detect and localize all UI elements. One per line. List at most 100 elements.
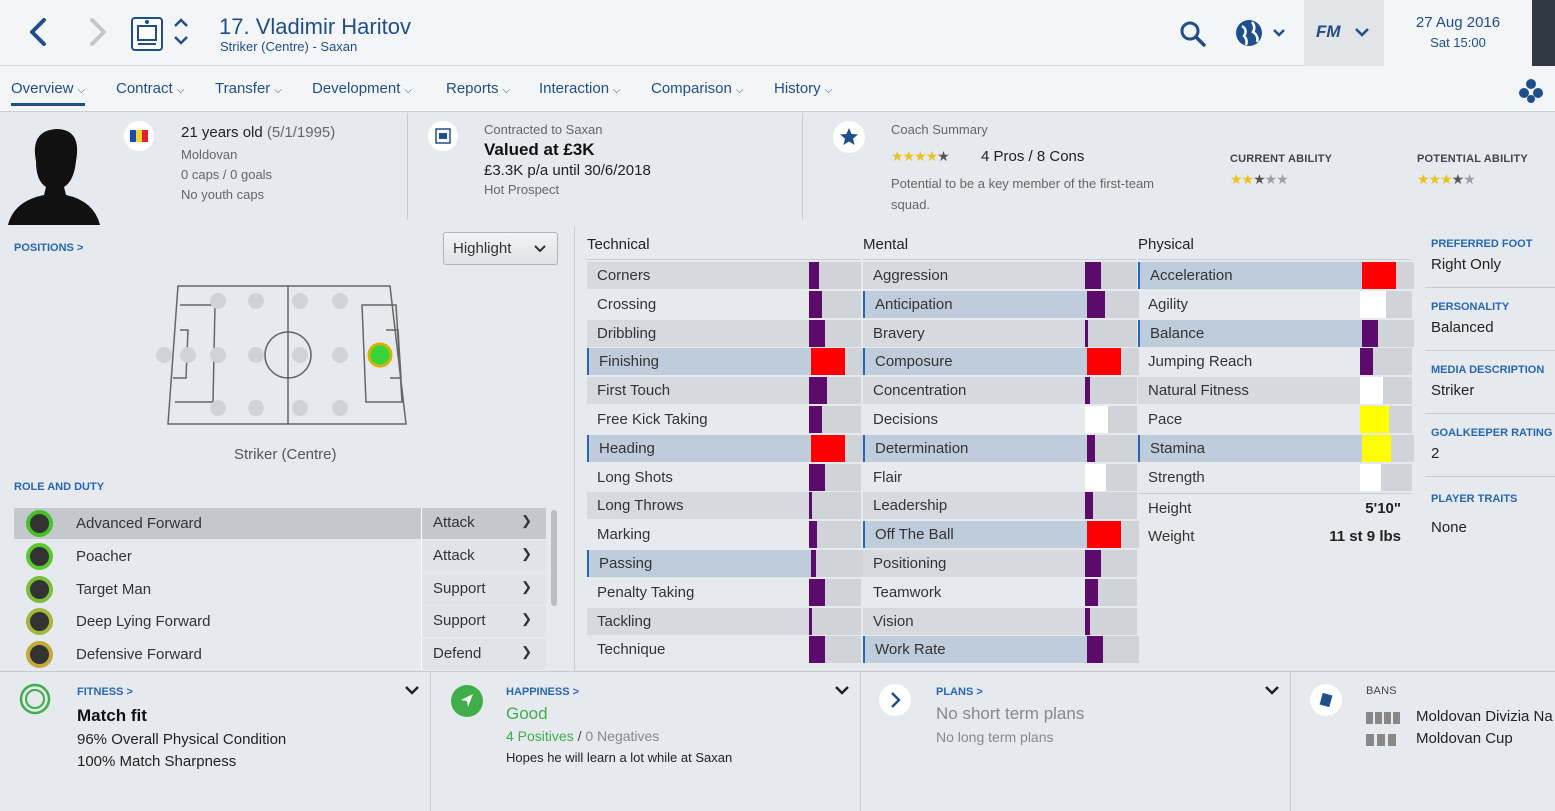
attribute-row[interactable]: Passing — [587, 550, 863, 577]
attribute-row[interactable]: Composure — [863, 348, 1139, 376]
game-date[interactable]: 27 Aug 2016 Sat 15:00 — [1384, 0, 1532, 66]
attribute-row[interactable]: First Touch — [587, 377, 861, 405]
roles-scrollbar[interactable] — [551, 510, 557, 606]
attribute-name: Long Throws — [597, 497, 684, 515]
duty-dropdown[interactable]: Attack ❯ — [421, 541, 546, 572]
tab-overview[interactable]: Overview ⌵ — [11, 80, 86, 106]
potential-ability-stars: ★★★★★ — [1417, 171, 1476, 187]
back-icon[interactable] — [18, 12, 58, 52]
attribute-bar — [809, 290, 861, 318]
attribute-row[interactable]: Long Shots — [587, 463, 861, 491]
ban-competition-2: Moldovan Cup — [1416, 730, 1513, 747]
tab-interaction[interactable]: Interaction ⌵ — [539, 80, 621, 97]
attribute-bar — [1360, 290, 1412, 318]
tab-history[interactable]: History ⌵ — [774, 80, 833, 97]
tab-comparison[interactable]: Comparison ⌵ — [651, 80, 744, 97]
attribute-row[interactable]: Long Throws — [587, 492, 861, 520]
attribute-bar — [809, 406, 861, 433]
attribute-name: Work Rate — [875, 641, 946, 659]
attribute-name: Stamina — [1150, 439, 1206, 457]
tab-contract[interactable]: Contract ⌵ — [116, 80, 185, 97]
attribute-row[interactable]: Pace — [1138, 406, 1412, 433]
world-menu-button[interactable] — [1234, 18, 1294, 50]
attribute-row[interactable]: Technique — [587, 636, 861, 664]
attribute-row[interactable]: Leadership — [863, 492, 1137, 520]
forward-icon[interactable] — [78, 12, 118, 52]
attribute-row[interactable]: Stamina — [1138, 434, 1414, 462]
plans-arrow-icon[interactable] — [879, 684, 911, 716]
fm-logo: FM — [1316, 22, 1341, 41]
fm-menu-button[interactable]: FM — [1304, 0, 1384, 66]
highlight-dropdown[interactable]: Highlight — [443, 232, 558, 265]
role-row[interactable]: Deep Lying Forward Support ❯ — [14, 606, 546, 637]
duty-dropdown[interactable]: Support ❯ — [421, 606, 546, 637]
attribute-row[interactable]: Positioning — [863, 550, 1137, 577]
player-switch-icon[interactable] — [172, 17, 190, 47]
attribute-row[interactable]: Marking — [587, 521, 861, 549]
attribute-row[interactable]: Vision — [863, 607, 1137, 635]
happiness-link[interactable]: HAPPINESS > — [506, 686, 580, 698]
tab-transfer[interactable]: Transfer ⌵ — [215, 80, 282, 97]
attribute-name: Finishing — [599, 353, 660, 371]
attribute-name: Jumping Reach — [1148, 353, 1253, 371]
tab-reports[interactable]: Reports ⌵ — [446, 80, 511, 97]
attribute-row[interactable]: Flair — [863, 463, 1137, 491]
fitness-link[interactable]: FITNESS > — [77, 686, 133, 698]
attribute-row[interactable]: Determination — [863, 434, 1139, 462]
positives-count[interactable]: 4 Positives — [506, 728, 574, 744]
pros-cons[interactable]: 4 Pros / 8 Cons — [981, 148, 1085, 165]
attribute-row[interactable]: Aggression — [863, 262, 1137, 289]
chevron-down-icon[interactable] — [834, 684, 850, 696]
attribute-row[interactable]: Decisions — [863, 406, 1137, 433]
attribute-row[interactable]: Finishing — [587, 348, 863, 376]
weight-value: 11 st 9 lbs — [1329, 528, 1401, 545]
chevron-down-icon[interactable] — [404, 684, 420, 696]
attribute-name: Strength — [1148, 468, 1205, 486]
attribute-row[interactable]: Concentration — [863, 377, 1137, 405]
attribute-row[interactable]: Crossing — [587, 290, 861, 318]
attribute-bar — [1087, 636, 1139, 664]
attribute-name: Determination — [875, 439, 969, 457]
attribute-row[interactable]: Anticipation — [863, 290, 1139, 318]
attribute-bar-fill — [1085, 550, 1101, 577]
attribute-row[interactable]: Natural Fitness — [1138, 377, 1412, 405]
attribute-row[interactable]: Dribbling — [587, 319, 861, 347]
role-row[interactable]: Advanced Forward Attack ❯ — [14, 508, 546, 539]
chevron-down-icon[interactable] — [1264, 684, 1280, 696]
positions-link[interactable]: POSITIONS > — [14, 242, 84, 254]
duty-dropdown[interactable]: Support ❯ — [421, 574, 546, 605]
continue-strip[interactable] — [1532, 0, 1555, 66]
squad-icon[interactable] — [1518, 78, 1544, 104]
search-icon[interactable] — [1178, 19, 1208, 49]
attribute-row[interactable]: Off The Ball — [863, 521, 1139, 549]
duty-dropdown[interactable]: Defend ❯ — [421, 639, 546, 670]
role-row[interactable]: Target Man Support ❯ — [14, 574, 546, 605]
attribute-row[interactable]: Strength — [1138, 463, 1412, 491]
attribute-row[interactable]: Agility — [1138, 290, 1412, 318]
attribute-row[interactable]: Work Rate — [863, 636, 1139, 664]
role-suitability-icon — [26, 543, 53, 570]
plans-link[interactable]: PLANS > — [936, 686, 983, 698]
attribute-row[interactable]: Jumping Reach — [1138, 348, 1412, 376]
attribute-row[interactable]: Penalty Taking — [587, 578, 861, 606]
chevron-down-icon: ❯ — [521, 513, 532, 528]
tab-development[interactable]: Development ⌵ — [312, 80, 412, 97]
attribute-row[interactable]: Bravery — [863, 319, 1137, 347]
attribute-row[interactable]: Heading — [587, 434, 863, 462]
negatives-count[interactable]: 0 Negatives — [585, 728, 660, 744]
player-subtitle[interactable]: Striker (Centre) - Saxan — [220, 39, 358, 54]
role-row[interactable]: Poacher Attack ❯ — [14, 541, 546, 572]
attribute-row[interactable]: Balance — [1138, 319, 1414, 347]
duty-dropdown[interactable]: Attack ❯ — [421, 508, 546, 539]
attribute-row[interactable]: Teamwork — [863, 578, 1137, 606]
height-value: 5'10" — [1365, 500, 1401, 517]
role-row[interactable]: Defensive Forward Defend ❯ — [14, 639, 546, 670]
preferred-foot: Right Only — [1431, 256, 1502, 273]
long-term-plans: No long term plans — [936, 729, 1054, 745]
attribute-row[interactable]: Free Kick Taking — [587, 406, 861, 433]
role-duty-heading: ROLE AND DUTY — [14, 481, 105, 493]
attribute-row[interactable]: Tackling — [587, 607, 861, 635]
date-label: 27 Aug 2016 — [1415, 14, 1501, 31]
attribute-row[interactable]: Acceleration — [1138, 262, 1414, 289]
attribute-row[interactable]: Corners — [587, 262, 861, 289]
